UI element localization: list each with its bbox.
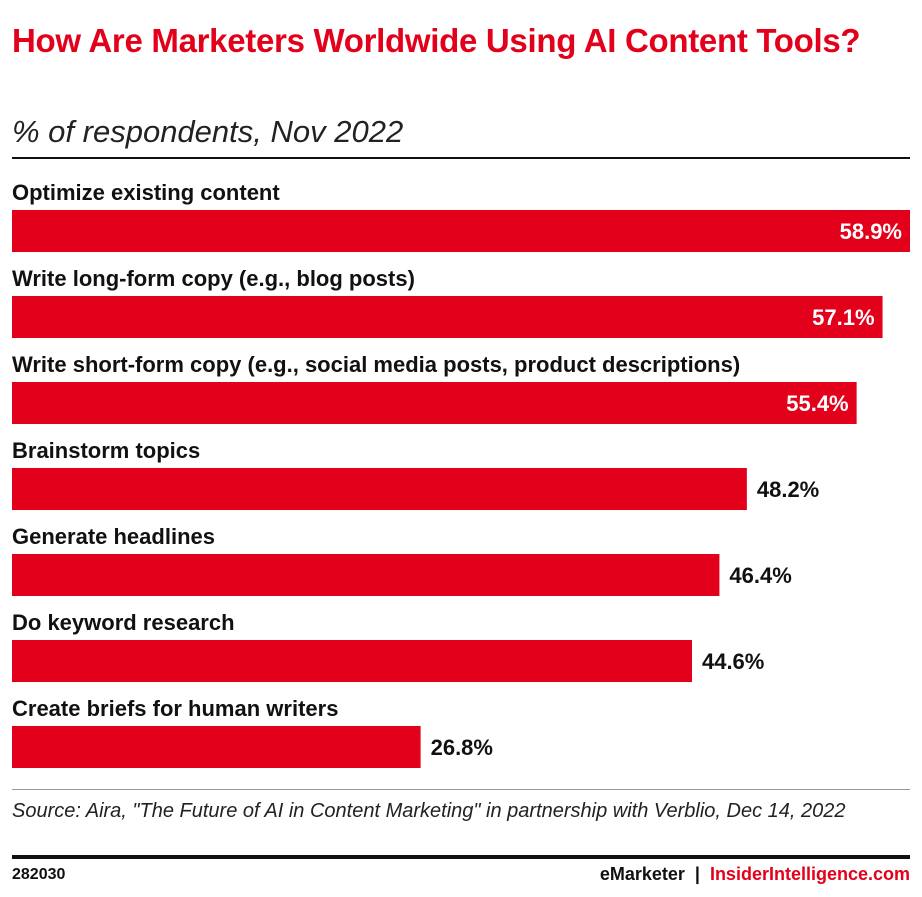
value-label: 46.4% (729, 563, 791, 588)
bottom-divider (12, 855, 910, 859)
brand-insider-intelligence: InsiderIntelligence.com (709, 864, 910, 884)
category-label: Do keyword research (12, 610, 235, 635)
bar (12, 468, 747, 510)
category-label: Generate headlines (12, 524, 215, 549)
brand-emarketer: eMarketer (599, 864, 685, 884)
bar-chart: Optimize existing content 58.9% Write long… (12, 180, 910, 768)
bar (12, 296, 883, 338)
value-label: 55.4% (786, 391, 848, 416)
category-label: Write long-form copy (e.g., blog posts) (12, 266, 415, 291)
category-label: Optimize existing content (12, 180, 280, 205)
bar (12, 726, 421, 768)
source-note: Source: Aira, "The Future of AI in Conte… (12, 800, 846, 822)
bar (12, 210, 910, 252)
value-label: 48.2% (757, 477, 819, 502)
value-label: 44.6% (702, 649, 764, 674)
chart-id: 282030 (12, 866, 66, 883)
bar (12, 382, 857, 424)
category-label: Write short-form copy (e.g., social medi… (12, 352, 740, 377)
value-label: 58.9% (840, 219, 902, 244)
chart-title: How Are Marketers Worldwide Using AI Con… (12, 22, 861, 59)
category-label: Brainstorm topics (12, 438, 200, 463)
bar (12, 640, 692, 682)
category-label: Create briefs for human writers (12, 696, 338, 721)
brand-footer: eMarketer | InsiderIntelligence.com (600, 864, 910, 885)
value-label: 26.8% (431, 735, 493, 760)
value-label: 57.1% (812, 305, 874, 330)
chart-subtitle: % of respondents, Nov 2022 (12, 114, 404, 149)
bar (12, 554, 720, 596)
brand-separator: | (694, 864, 700, 884)
source-divider (12, 789, 910, 790)
top-divider (12, 157, 910, 159)
